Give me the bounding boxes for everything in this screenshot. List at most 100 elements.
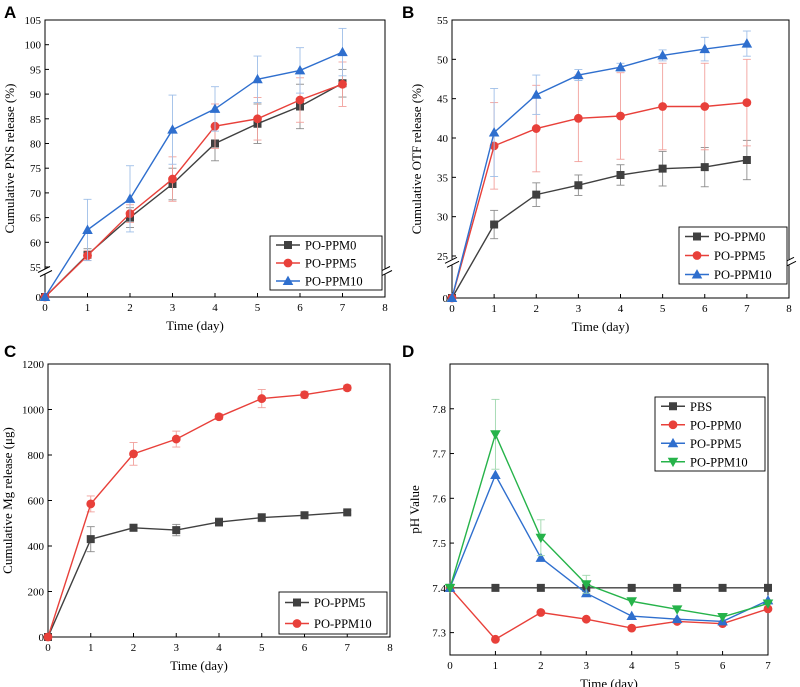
panel-b-series-line-po-ppm10: [451, 42, 747, 299]
panel-b-point-po-ppm5: [700, 102, 710, 111]
panel-d-legend-label: PBS: [690, 400, 712, 414]
panel-d-ytick-label: 7.3: [432, 628, 446, 640]
panel-d-point-po-ppm10: [626, 597, 637, 607]
panel-d-point-pbs: [718, 583, 727, 592]
panel-c-ytick-label: 1000: [22, 405, 45, 417]
panel-d-point-pbs: [627, 583, 636, 592]
panel-d-point-pbs: [536, 583, 545, 592]
panel-b-legend-label: PO-PPM0: [714, 230, 765, 244]
panel-a-ytick-label: 95: [30, 64, 42, 76]
panel-a-xtick-label: 7: [340, 302, 346, 314]
panel-c-legend-label: PO-PPM10: [314, 617, 372, 631]
panel-c-point-po-ppm10: [300, 390, 309, 400]
panel-c-series-line-po-ppm10: [47, 387, 348, 638]
panel-b-ytick-label: 0: [443, 293, 449, 305]
panel-b-point-po-ppm0: [532, 190, 541, 199]
panel-d-point-po-ppm5: [626, 610, 637, 621]
panel-c-point-po-ppm5: [300, 511, 309, 520]
panel-d-legend-marker: [667, 457, 679, 468]
panel-b-point-po-ppm0: [616, 170, 625, 179]
panel-b-point-po-ppm5: [531, 124, 541, 133]
panel-b-point-po-ppm10: [657, 49, 668, 60]
panel-c-point-po-ppm5: [86, 535, 95, 544]
panel-b-ytick-label: 40: [437, 133, 449, 145]
panel-d-xtick-label: 6: [720, 660, 726, 672]
panel-c-series-line-po-ppm5: [47, 511, 348, 638]
panel-a-xtick-label: 4: [212, 302, 218, 314]
panel-c-point-po-ppm10: [342, 383, 352, 393]
panel-d-point-po-ppm5: [490, 469, 501, 480]
panel-b-series-line-po-ppm5: [451, 101, 747, 299]
panel-b-axis-break-gap: [445, 259, 459, 266]
panel-c-legend-marker: [292, 619, 302, 628]
panel-d-legend-marker: [667, 437, 679, 448]
panel-d-point-po-ppm0: [627, 623, 637, 633]
panel-b-point-po-ppm10: [446, 292, 458, 302]
panel-b-series-line-po-ppm0: [451, 159, 748, 299]
panel-c-xtick-label: 6: [302, 642, 308, 654]
panel-d-ytick-label: 7.8: [432, 404, 446, 416]
panel-a-axis-break-gap: [38, 268, 52, 275]
panel-c-point-po-ppm10: [86, 499, 96, 509]
panel-c-ytick-label: 1200: [22, 359, 45, 371]
panel-c-point-po-ppm5: [257, 513, 266, 522]
panel-c-xtick-label: 3: [174, 642, 180, 654]
panel-b-axis-break-gap: [782, 259, 796, 266]
panel-d-xtick-label: 5: [674, 660, 680, 672]
panel-b-point-po-ppm10: [488, 127, 500, 137]
panel-b-point-po-ppm5: [616, 111, 625, 121]
panel-d-point-po-ppm5: [535, 552, 547, 562]
panel-d-ytick-label: 7.7: [432, 449, 446, 461]
panel-c-xtick-label: 5: [259, 642, 265, 654]
panel-c-point-po-ppm10: [214, 412, 224, 422]
panel-a-ytick-label: 85: [30, 114, 42, 126]
panel-a-ytick-label: 0: [36, 292, 42, 304]
panel-b-legend-marker: [691, 269, 703, 279]
panel-c-legend-label: PO-PPM5: [314, 596, 365, 610]
panel-c-ytick-label: 600: [28, 496, 45, 508]
panel-c-xtick-label: 2: [131, 642, 137, 654]
panel-d-series-line-po-ppm10: [449, 432, 769, 618]
panel-d-series-line-po-ppm0: [449, 587, 769, 641]
panel-a-axis-break-mark: [37, 266, 51, 273]
panel-d-xtick-label: 3: [584, 660, 590, 672]
panel-a-ytick-label: 80: [30, 139, 42, 151]
panel-b-axis-break-mark: [444, 256, 458, 264]
panel-a-point-po-ppm10: [294, 64, 306, 75]
panel-d-chart: 0 1 2 3 4 5 6 7 7.3 7.4 7.5 7.6 7.7 7.8 Time (day) pH V…: [407, 363, 774, 687]
panel-c-point-po-ppm5: [172, 526, 181, 535]
panel-b-xtick-label: 1: [491, 303, 497, 315]
panel-a-ytick-label: 60: [30, 237, 42, 249]
panel-b-xtick-label: 3: [576, 303, 582, 315]
panel-b-axis-break-mark: [446, 260, 460, 268]
panel-a-ytick-label: 65: [30, 213, 42, 225]
panel-c-point-po-ppm10: [257, 394, 267, 403]
panel-b-point-po-ppm10: [615, 61, 626, 72]
panel-d-point-pbs: [764, 583, 772, 592]
panel-b-point-po-ppm0: [490, 220, 499, 229]
panel-c-xtick-label: 4: [216, 642, 222, 654]
panel-d-point-po-ppm10: [671, 605, 683, 615]
panel-letter-d: D: [402, 342, 414, 361]
panel-b-xtick-label: 0: [449, 303, 455, 315]
panel-a-axis-break-gap: [378, 268, 392, 275]
panel-a-point-po-ppm5: [338, 79, 347, 89]
panel-a-legend-marker: [283, 258, 293, 268]
panel-b-point-po-ppm5: [742, 98, 752, 107]
panel-d-xtick-label: 0: [447, 660, 453, 672]
panel-a-point-po-ppm10: [252, 73, 263, 84]
panel-b-point-po-ppm5: [658, 102, 668, 111]
panel-b-point-po-ppm5: [573, 113, 583, 123]
panel-a-series-line-po-ppm10: [44, 51, 343, 298]
panel-letter-a: A: [4, 3, 16, 22]
panel-a-xtick-label: 0: [42, 302, 48, 314]
panel-a-legend-label: PO-PPM0: [305, 239, 356, 253]
panel-a-point-po-ppm10: [209, 103, 221, 113]
panel-d-point-pbs: [673, 583, 682, 592]
panel-a-xtick-label: 3: [170, 302, 176, 314]
panel-d-point-po-ppm0: [581, 614, 591, 624]
panel-b-legend-label: PO-PPM5: [714, 249, 765, 263]
